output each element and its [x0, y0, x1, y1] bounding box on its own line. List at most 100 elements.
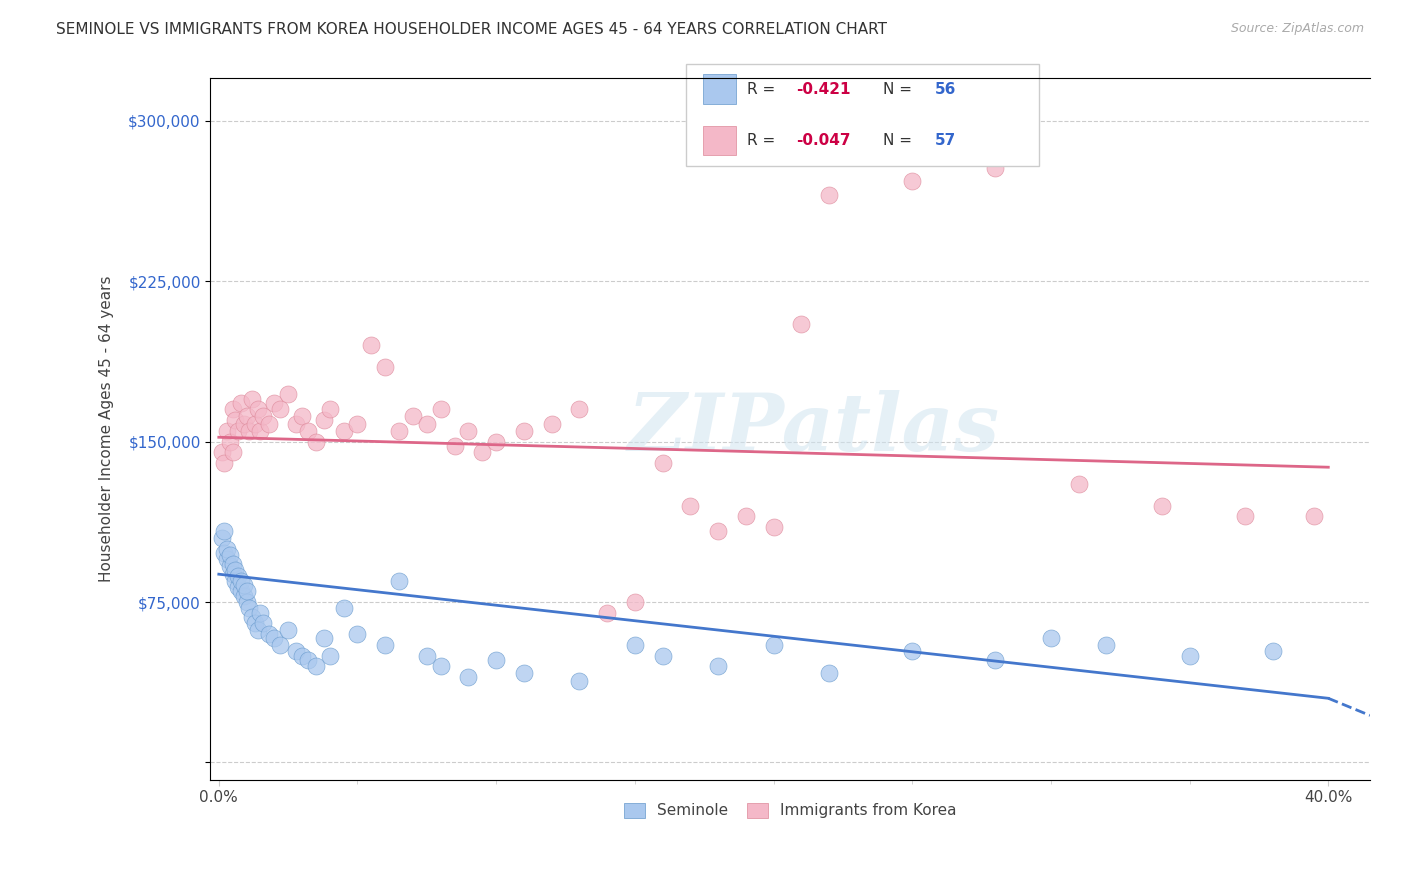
Point — [707, 659, 730, 673]
Point — [429, 659, 451, 673]
Point — [232, 417, 254, 432]
Point — [217, 552, 239, 566]
Point — [1067, 477, 1090, 491]
Point — [314, 632, 336, 646]
Point — [332, 601, 354, 615]
Point — [229, 574, 252, 588]
Point — [360, 338, 382, 352]
Point — [224, 413, 246, 427]
Point — [219, 558, 242, 573]
Point — [214, 524, 236, 539]
Point — [297, 424, 319, 438]
Point — [224, 563, 246, 577]
Point — [246, 402, 269, 417]
Point — [240, 392, 263, 406]
Point — [232, 589, 254, 603]
Point — [277, 623, 299, 637]
Point — [269, 402, 291, 417]
Point — [243, 417, 266, 432]
Point — [485, 434, 508, 449]
Point — [238, 601, 260, 615]
Point — [1095, 638, 1118, 652]
Point — [1303, 509, 1326, 524]
Point — [679, 499, 702, 513]
Point — [269, 638, 291, 652]
Point — [984, 161, 1007, 175]
Point — [624, 638, 647, 652]
Point — [471, 445, 494, 459]
Point — [818, 188, 841, 202]
Point — [285, 644, 308, 658]
Point — [240, 610, 263, 624]
Point — [901, 173, 924, 187]
Point — [285, 417, 308, 432]
Point — [257, 417, 280, 432]
Text: R =: R = — [748, 81, 780, 96]
Point — [252, 409, 274, 423]
Point — [457, 424, 479, 438]
Point — [211, 445, 233, 459]
Point — [224, 574, 246, 588]
Point — [540, 417, 562, 432]
Point — [211, 531, 233, 545]
Text: N =: N = — [883, 81, 917, 96]
Text: N =: N = — [883, 133, 917, 148]
Y-axis label: Householder Income Ages 45 - 64 years: Householder Income Ages 45 - 64 years — [100, 276, 114, 582]
Point — [238, 424, 260, 438]
Point — [249, 606, 271, 620]
Text: 56: 56 — [935, 81, 956, 96]
Point — [229, 584, 252, 599]
Point — [374, 359, 396, 374]
Point — [319, 402, 342, 417]
Point — [443, 439, 465, 453]
Point — [513, 665, 536, 680]
Text: 57: 57 — [935, 133, 956, 148]
Point — [790, 317, 813, 331]
Point — [217, 541, 239, 556]
Point — [332, 424, 354, 438]
Text: Source: ZipAtlas.com: Source: ZipAtlas.com — [1230, 22, 1364, 36]
Point — [263, 396, 285, 410]
Point — [346, 417, 368, 432]
Point — [388, 574, 411, 588]
Point — [232, 578, 254, 592]
Point — [513, 424, 536, 438]
Text: -0.047: -0.047 — [796, 133, 851, 148]
Point — [402, 409, 425, 423]
Point — [457, 670, 479, 684]
Point — [297, 653, 319, 667]
Point — [1150, 499, 1173, 513]
Point — [305, 434, 328, 449]
Point — [226, 424, 249, 438]
Point — [219, 548, 242, 562]
Point — [762, 638, 785, 652]
Bar — [703, 74, 735, 103]
Point — [624, 595, 647, 609]
Point — [818, 665, 841, 680]
Point — [568, 402, 591, 417]
Point — [214, 546, 236, 560]
Point — [762, 520, 785, 534]
Point — [346, 627, 368, 641]
Point — [416, 417, 439, 432]
Point — [263, 632, 285, 646]
Point — [291, 409, 314, 423]
Point — [416, 648, 439, 663]
Point — [1261, 644, 1284, 658]
Point — [291, 648, 314, 663]
Point — [246, 623, 269, 637]
Text: R =: R = — [748, 133, 780, 148]
Point — [249, 424, 271, 438]
Text: ZIPatlas: ZIPatlas — [627, 390, 1000, 467]
Point — [651, 648, 673, 663]
Point — [226, 580, 249, 594]
Point — [901, 644, 924, 658]
Point — [243, 616, 266, 631]
Bar — [703, 126, 735, 155]
Point — [221, 567, 243, 582]
Point — [235, 584, 257, 599]
Point — [314, 413, 336, 427]
Point — [734, 509, 756, 524]
Point — [305, 659, 328, 673]
Point — [221, 402, 243, 417]
